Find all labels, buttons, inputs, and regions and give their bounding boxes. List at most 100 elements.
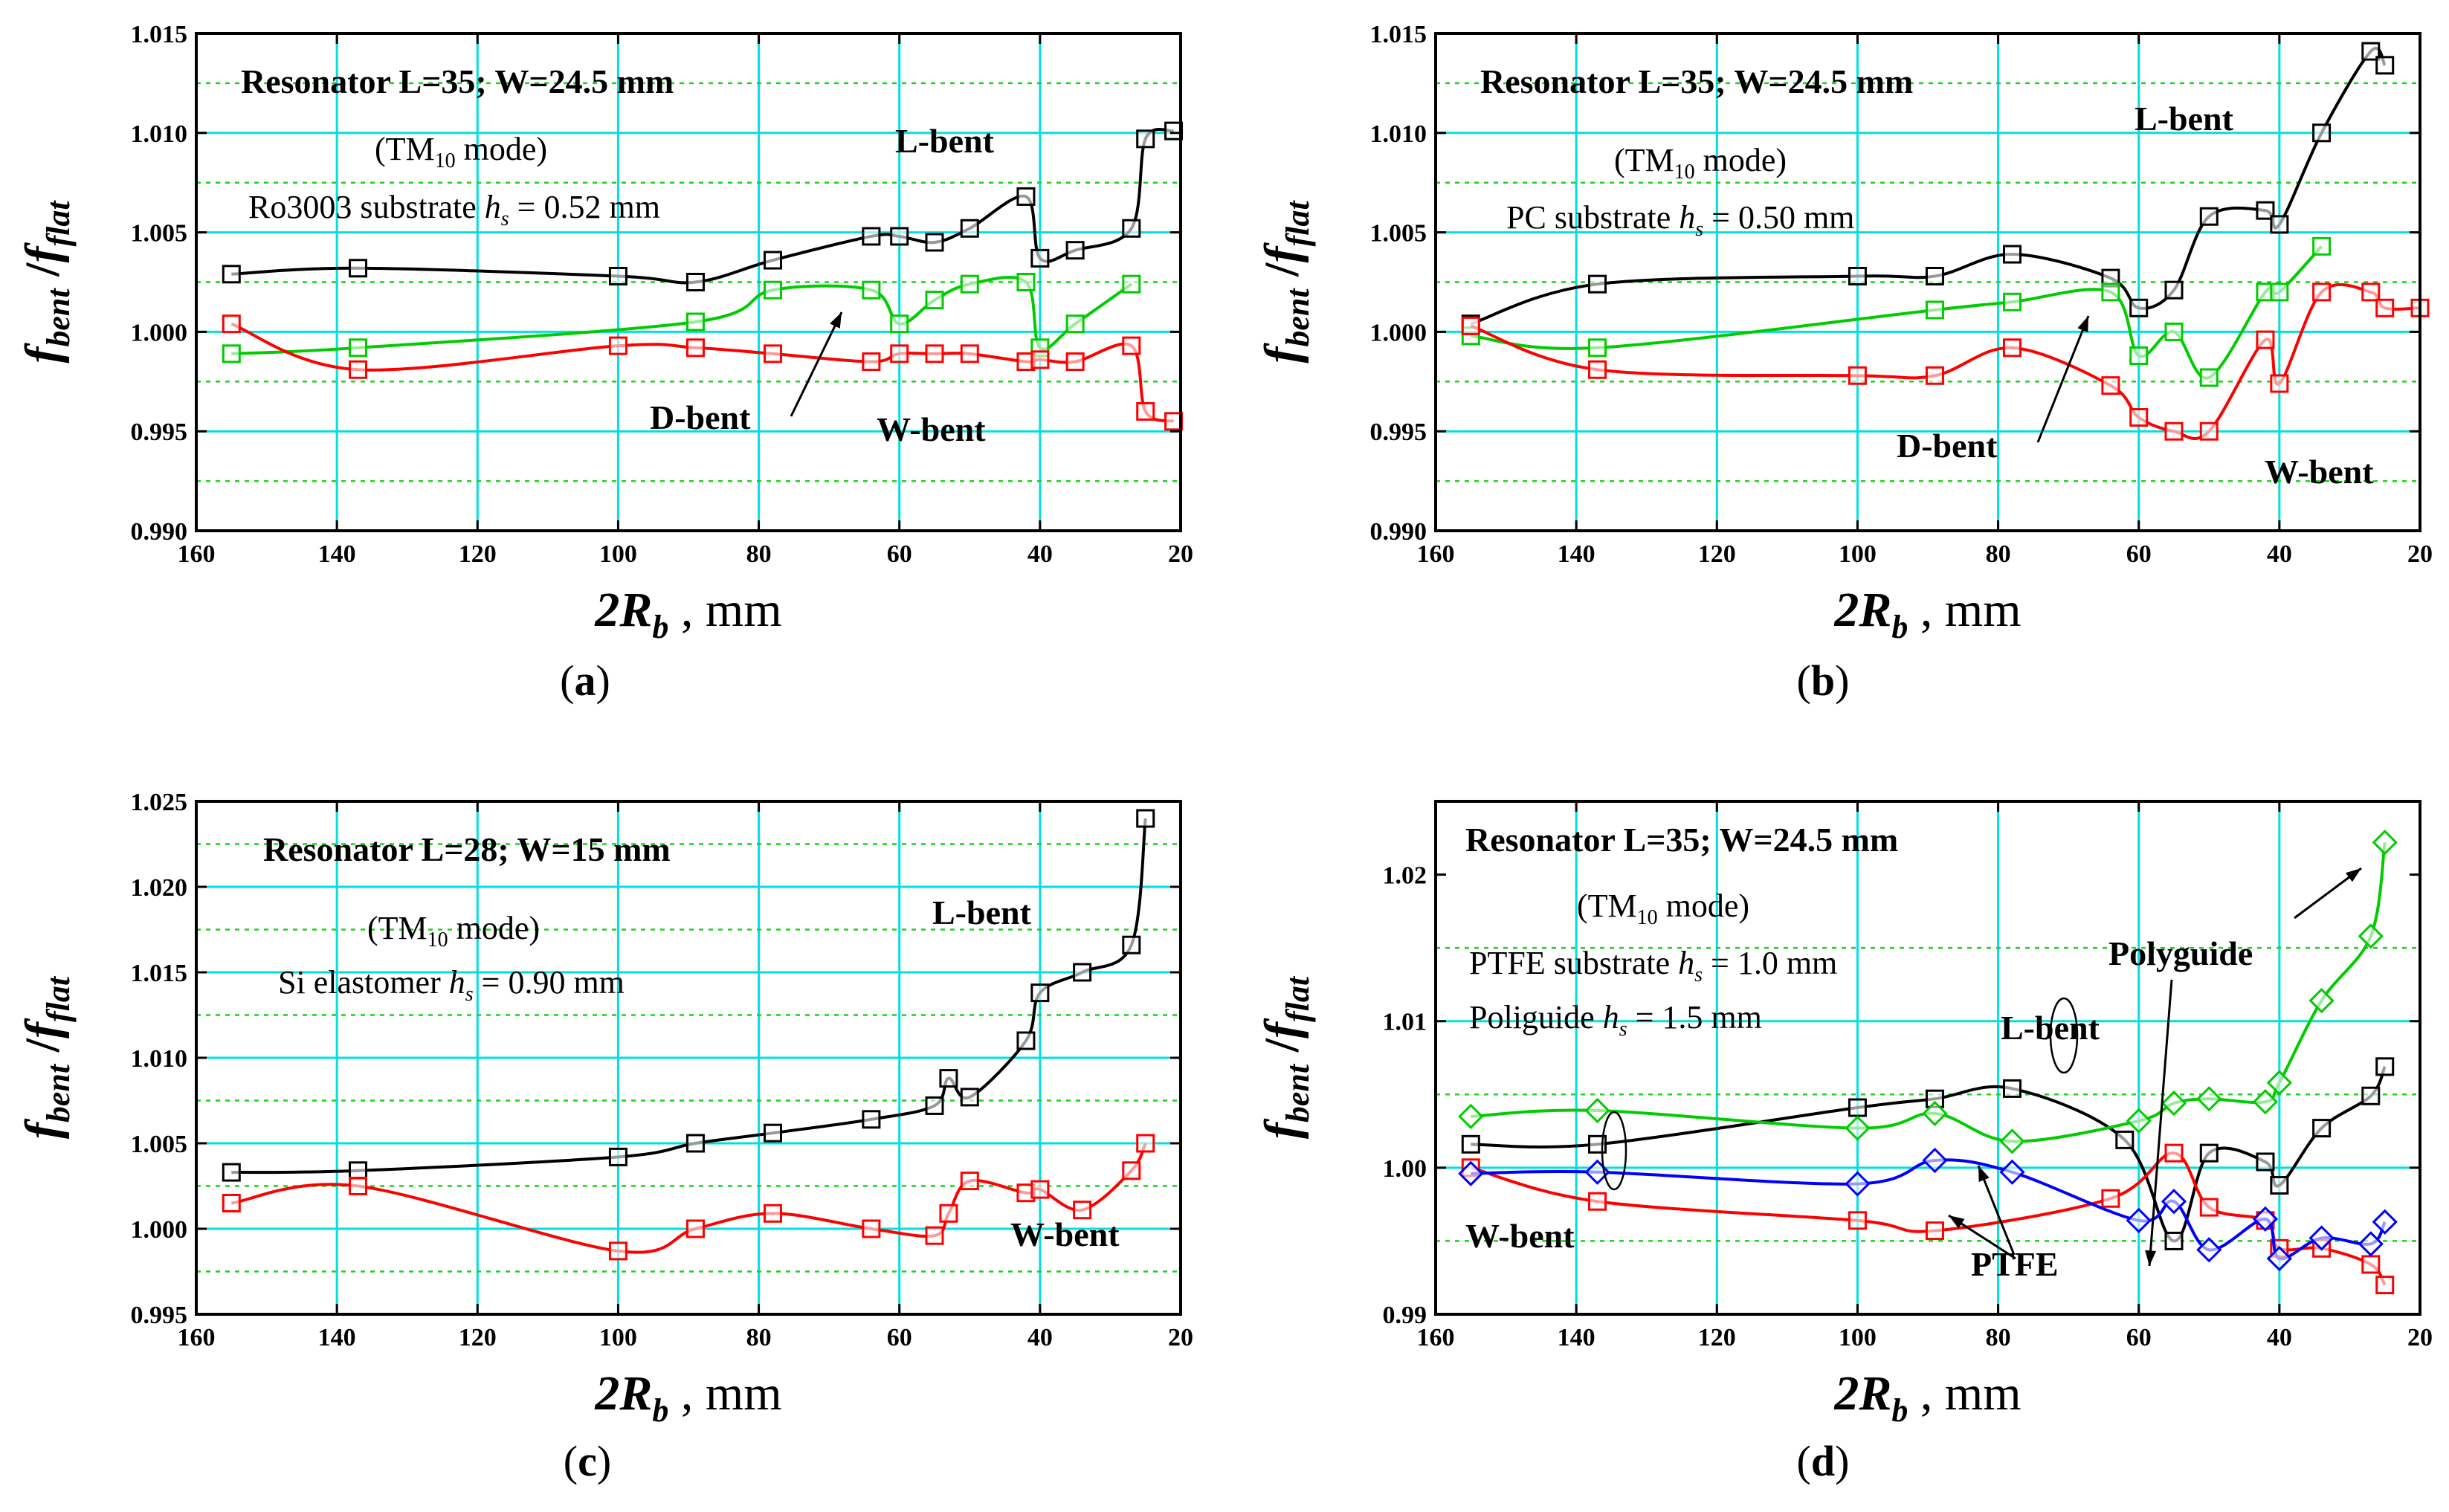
data-point	[763, 344, 782, 364]
data-point	[925, 1226, 944, 1245]
data-point	[1065, 241, 1085, 260]
annotation-arrow	[2036, 315, 2090, 443]
x-tick-label: 20	[1168, 1324, 1193, 1351]
data-point	[2270, 1176, 2289, 1195]
y-tick-label: 1.010	[1370, 120, 1427, 148]
series-line-1	[231, 1143, 1147, 1254]
data-point	[2375, 56, 2395, 75]
data-point	[222, 344, 241, 364]
data-point	[2129, 407, 2149, 427]
mode-note: (TM10 mode)	[1577, 888, 1749, 929]
data-point	[2270, 374, 2289, 393]
data-point	[1584, 1097, 1610, 1124]
data-point	[1922, 1100, 1948, 1127]
x-tick-label: 140	[1558, 1324, 1595, 1351]
annotation-arrowhead	[2345, 868, 2361, 882]
data-point	[2101, 1189, 2120, 1208]
x-tick-label: 120	[1698, 1324, 1736, 1351]
x-tick-label: 20	[2407, 540, 2433, 568]
data-point	[1588, 360, 1607, 379]
x-tick-label: 160	[1417, 1324, 1455, 1351]
data-point	[2256, 1152, 2275, 1172]
data-point	[2312, 236, 2332, 256]
series-annotation: D-bent	[650, 398, 751, 436]
data-point	[960, 274, 979, 294]
data-point	[960, 344, 979, 364]
data-point	[222, 265, 241, 284]
series-annotation: L-bent	[895, 122, 995, 160]
substrate-note: PC substrate hs = 0.50 mm	[1506, 199, 1854, 241]
plot-frame	[1434, 800, 2421, 1316]
series-annotation: D-bent	[1897, 427, 1998, 465]
x-tick-label: 20	[2407, 1324, 2433, 1351]
data-point	[2115, 1130, 2135, 1149]
data-point	[2199, 207, 2219, 226]
data-point	[1925, 366, 1944, 385]
data-point	[2199, 1198, 2219, 1217]
y-tick-label: 1.015	[1370, 21, 1427, 48]
y-tick-label: 0.990	[1370, 518, 1427, 546]
x-tick-label: 80	[1986, 1324, 2011, 1351]
x-tick-label: 80	[746, 540, 772, 568]
y-tick-label: 1.000	[1370, 319, 1427, 346]
data-point	[685, 312, 705, 332]
data-point	[2002, 338, 2022, 358]
chart-title: Resonator L=35; W=24.5 mm	[241, 62, 674, 100]
y-tick-label: 1.005	[131, 1131, 188, 1158]
panel-label: (b)	[1797, 656, 1850, 705]
group-ellipse	[1601, 1111, 1627, 1191]
x-tick-label: 60	[887, 1324, 912, 1351]
data-point	[2002, 292, 2022, 311]
data-point	[2164, 421, 2184, 441]
x-tick-label: 100	[1839, 1324, 1877, 1351]
data-point	[685, 273, 705, 291]
annotation-arrow	[790, 311, 843, 417]
data-point	[2164, 1231, 2184, 1250]
y-axis-label: fbent /fflat	[1255, 975, 1316, 1139]
x-tick-label: 100	[1839, 540, 1877, 568]
data-point	[608, 1241, 627, 1261]
data-point	[2002, 245, 2022, 264]
data-point	[685, 1219, 705, 1238]
x-tick-label: 60	[2126, 540, 2152, 568]
data-point	[2256, 330, 2275, 349]
x-tick-label: 40	[1027, 1324, 1053, 1351]
data-point	[939, 1204, 958, 1223]
data-point	[1065, 314, 1085, 334]
y-tick-label: 1.00	[1383, 1155, 1427, 1183]
data-point	[1016, 273, 1036, 291]
annotation-arrowhead	[2145, 1250, 2157, 1266]
data-point	[222, 314, 241, 334]
group-ellipse	[2049, 997, 2079, 1074]
data-point	[685, 338, 705, 358]
data-point	[2375, 298, 2395, 317]
y-tick-label: 1.025	[131, 789, 188, 816]
data-point	[960, 219, 979, 238]
data-point	[925, 1096, 944, 1115]
data-point	[2312, 1119, 2332, 1138]
substrate-note: Si elastomer hs = 0.90 mm	[278, 964, 625, 1006]
data-point	[2308, 1225, 2335, 1251]
x-tick-label: 140	[1558, 540, 1595, 568]
series-line-0	[1471, 1065, 2387, 1243]
mode-note: (TM10 mode)	[367, 910, 540, 952]
x-tick-label: 120	[1698, 540, 1736, 568]
data-point	[1136, 809, 1155, 828]
data-point	[1122, 935, 1141, 954]
annotation-arrowhead	[1949, 1215, 1965, 1229]
data-point	[685, 1134, 705, 1153]
data-point	[890, 314, 909, 334]
data-point	[1016, 187, 1036, 206]
data-point	[1848, 1211, 1867, 1230]
x-tick-label: 100	[599, 1324, 637, 1351]
data-point	[1845, 1115, 1871, 1141]
data-point	[763, 251, 782, 270]
data-point	[1136, 129, 1155, 149]
x-axis-label: 2Rb , mm	[1833, 583, 2021, 645]
series-annotation: L-bent	[932, 894, 1032, 931]
chart-title: Resonator L=28; W=15 mm	[263, 830, 671, 868]
x-tick-label: 20	[1168, 540, 1193, 568]
annotation-arrowhead	[2077, 316, 2088, 332]
panel-label: (a)	[560, 656, 610, 705]
data-point	[2312, 123, 2332, 143]
